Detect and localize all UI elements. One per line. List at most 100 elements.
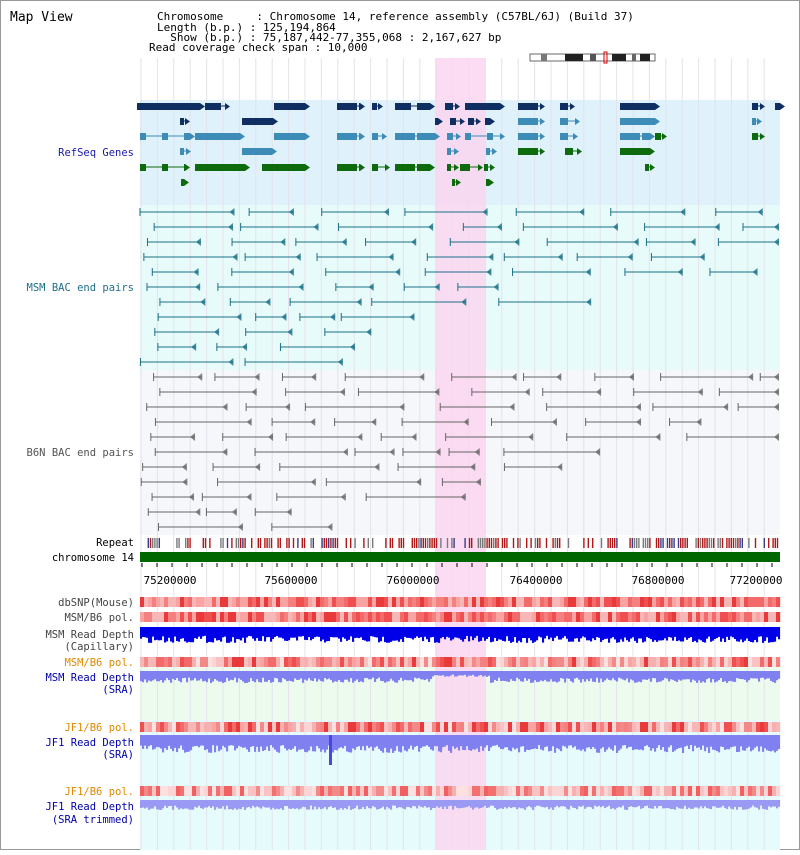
depth-bar <box>390 671 393 679</box>
repeat-element <box>519 538 521 548</box>
heat-cell <box>580 597 585 607</box>
heat-cell <box>564 722 569 732</box>
depth-bar <box>656 671 659 683</box>
b6n-bac-pairs[interactable] <box>140 373 779 531</box>
depth-bar <box>266 735 269 747</box>
depth-bar <box>436 800 439 807</box>
repeat-element <box>504 538 506 548</box>
heat-cell <box>336 722 341 732</box>
depth-bar <box>418 627 421 638</box>
depth-bar <box>298 671 301 680</box>
depth-bar <box>230 671 233 680</box>
depth-bar <box>694 627 697 641</box>
depth-bar <box>662 627 665 641</box>
gene-strand-arrow <box>575 118 580 125</box>
heat-cell <box>400 597 405 607</box>
gene-strand-arrow <box>655 118 660 125</box>
heat-cell <box>224 722 229 732</box>
depth-bar <box>536 627 539 641</box>
heat-cell <box>372 612 377 622</box>
depth-bar <box>572 627 575 642</box>
refseq-genes[interactable] <box>137 103 785 186</box>
depth-bar <box>616 671 619 682</box>
heat-cell <box>752 657 757 667</box>
heat-cell <box>252 786 257 796</box>
depth-bar <box>692 627 695 642</box>
msm-bac-pairs[interactable] <box>139 208 779 366</box>
depth-bar <box>776 671 779 681</box>
depth-bar <box>644 735 647 747</box>
depth-bar <box>546 671 549 682</box>
depth-bar <box>612 800 615 809</box>
depth-bar <box>648 627 651 639</box>
depth-bar <box>180 735 183 746</box>
depth-bar <box>608 627 611 643</box>
bac-end-arrow <box>288 208 294 216</box>
selection-highlight[interactable] <box>435 58 485 850</box>
heat-cell <box>556 597 561 607</box>
depth-bar <box>496 671 499 681</box>
depth-bar <box>732 627 735 638</box>
heat-cell <box>420 722 425 732</box>
depth-bar <box>464 627 467 639</box>
depth-bar <box>650 800 653 809</box>
heat-cell <box>704 722 709 732</box>
heat-cell <box>244 612 249 622</box>
depth-bar <box>234 800 237 809</box>
repeat-element <box>728 538 730 548</box>
heat-cell <box>744 786 749 796</box>
depth-bar <box>242 800 245 807</box>
depth-bar <box>628 800 631 807</box>
depth-bar <box>476 627 479 636</box>
chromosome-ideogram[interactable] <box>529 51 656 64</box>
repeat-element <box>754 538 757 548</box>
heat-cell <box>488 657 493 667</box>
depth-bar <box>548 735 551 752</box>
heat-cell <box>644 657 649 667</box>
depth-bar <box>458 735 461 751</box>
depth-bar <box>304 800 307 808</box>
depth-bar <box>224 671 227 683</box>
heat-cell <box>196 657 201 667</box>
depth-bar <box>150 800 153 809</box>
grid-lines <box>140 58 765 850</box>
repeat-element <box>354 538 356 548</box>
refseq-label[interactable]: RefSeq Genes <box>58 147 134 159</box>
repeat-element <box>471 538 473 548</box>
heat-cell <box>248 657 253 667</box>
depth-bar <box>748 671 751 681</box>
heat-cell <box>680 597 685 607</box>
msm-bac-label[interactable]: MSM BAC end pairs <box>27 282 134 294</box>
depth-bar <box>460 671 463 676</box>
depth-bar <box>478 800 481 809</box>
depth-bar <box>750 671 753 679</box>
depth-bar <box>684 800 687 806</box>
bac-end-arrow <box>340 493 346 501</box>
repeat-element <box>631 538 633 548</box>
depth-bar <box>538 735 541 746</box>
depth-bar <box>156 735 159 747</box>
heat-cell <box>636 612 641 622</box>
depth-bar <box>574 735 577 747</box>
b6n-bac-label[interactable]: B6N BAC end pairs <box>27 447 134 459</box>
gene-exon <box>447 133 453 140</box>
heat-cell <box>724 597 729 607</box>
bac-end-arrow <box>635 403 641 411</box>
depth-bar <box>156 671 159 682</box>
depth-bar <box>284 671 287 680</box>
depth-bar <box>694 671 697 681</box>
depth-bar <box>200 735 203 746</box>
repeat-element <box>363 538 365 548</box>
depth-bar <box>548 800 551 810</box>
repeat-element <box>748 538 750 548</box>
depth-bar <box>208 735 211 753</box>
depth-bar <box>424 800 427 807</box>
depth-bar <box>304 627 307 640</box>
depth-bar <box>736 627 739 642</box>
window-title: Map View <box>10 10 73 25</box>
heat-cell <box>396 612 401 622</box>
depth-bar <box>636 627 639 643</box>
depth-bar <box>744 627 747 641</box>
heat-cell <box>736 657 741 667</box>
